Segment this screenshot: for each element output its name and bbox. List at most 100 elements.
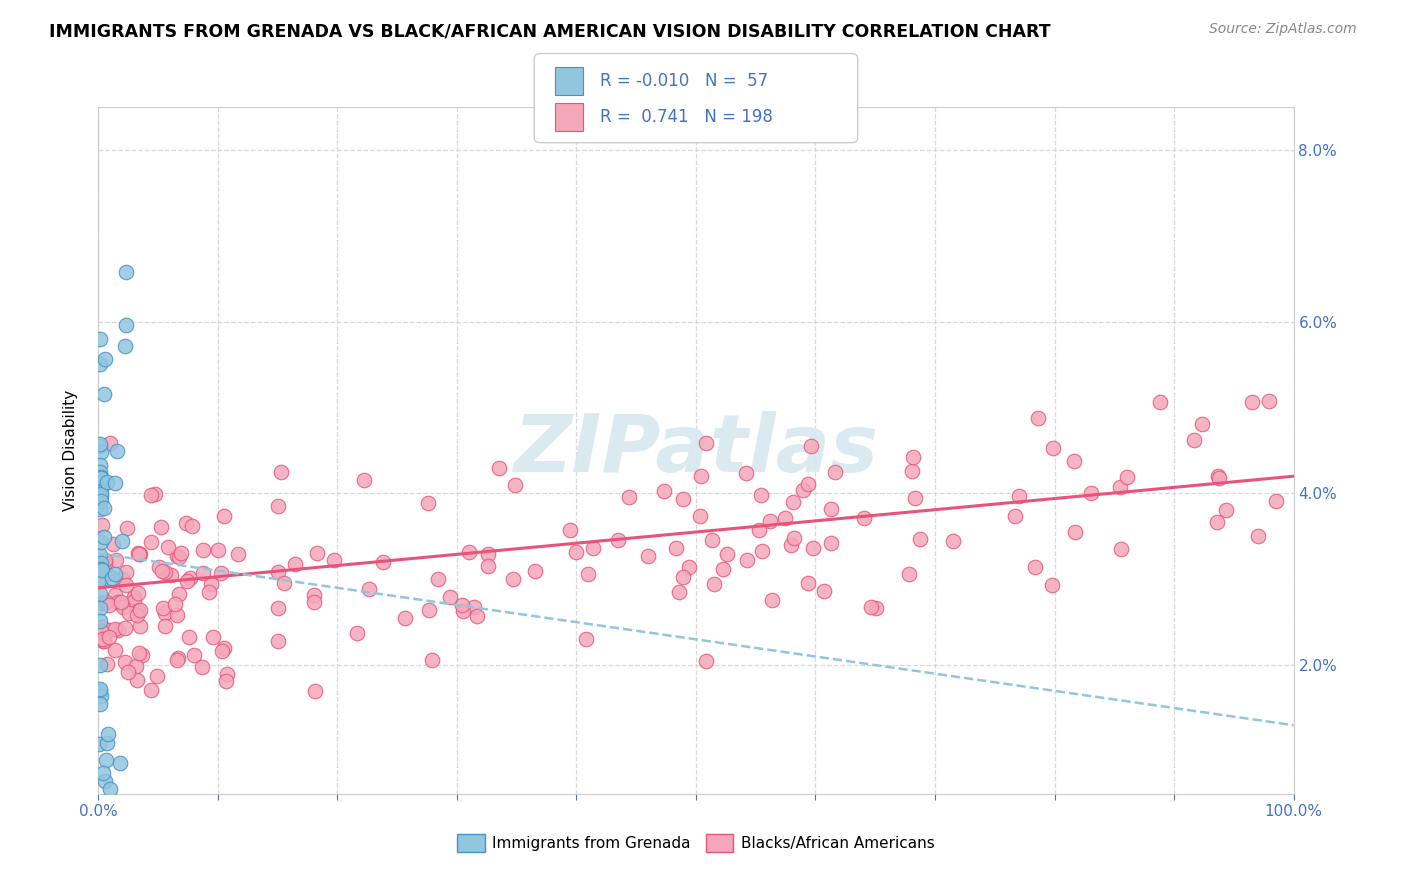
Point <box>111 599 134 614</box>
Point <box>1240 395 1263 409</box>
Point <box>853 510 876 524</box>
Point <box>782 495 804 509</box>
Point <box>458 545 481 559</box>
Point <box>90 534 112 549</box>
Point <box>89 482 111 496</box>
Point <box>451 604 474 618</box>
Point <box>94 753 117 767</box>
Point <box>703 577 725 591</box>
Point <box>214 674 236 689</box>
Point <box>141 488 163 502</box>
Point <box>801 541 824 555</box>
Point <box>422 653 444 667</box>
Point <box>735 466 758 480</box>
Point <box>170 546 193 560</box>
Point <box>267 499 290 513</box>
Point <box>207 542 229 557</box>
Point <box>89 683 111 698</box>
Point <box>90 487 112 501</box>
Point <box>125 658 148 673</box>
Point <box>91 518 114 533</box>
Point <box>824 465 846 479</box>
Point <box>284 557 307 571</box>
Point <box>90 563 112 577</box>
Point <box>759 514 782 528</box>
Point <box>191 543 214 558</box>
Point <box>89 658 111 673</box>
Point <box>89 697 111 711</box>
Point <box>477 558 499 573</box>
Point <box>89 737 111 751</box>
Point <box>128 646 150 660</box>
Point <box>371 555 394 569</box>
Point <box>156 540 179 554</box>
Point <box>150 520 173 534</box>
Point <box>565 544 588 558</box>
Point <box>901 464 924 478</box>
Point <box>908 532 931 546</box>
Point <box>98 436 121 450</box>
Point <box>89 573 111 587</box>
Point <box>1064 525 1087 540</box>
Point <box>98 631 121 645</box>
Point <box>1191 417 1213 431</box>
Point <box>346 626 368 640</box>
Point <box>465 609 488 624</box>
Point <box>146 668 169 682</box>
Point <box>139 535 162 549</box>
Point <box>183 648 205 662</box>
Point <box>108 756 131 771</box>
Point <box>668 584 690 599</box>
Point <box>1042 578 1064 592</box>
Point <box>145 487 167 501</box>
Point <box>1063 454 1085 468</box>
Point <box>131 648 153 662</box>
Point <box>181 519 204 533</box>
Point <box>167 549 190 564</box>
Text: ZIPatlas: ZIPatlas <box>513 411 879 490</box>
Point <box>117 665 139 679</box>
Point <box>89 601 111 615</box>
Point <box>695 436 717 450</box>
Point <box>198 584 221 599</box>
Point <box>91 620 114 634</box>
Point <box>94 773 117 788</box>
Point <box>359 582 381 597</box>
Point <box>1042 441 1064 455</box>
Point <box>105 444 128 458</box>
Point <box>96 736 118 750</box>
Point <box>107 623 129 637</box>
Point <box>903 491 925 505</box>
Point <box>797 576 820 591</box>
Point <box>163 597 186 611</box>
Point <box>148 560 170 574</box>
Point <box>152 601 174 615</box>
Point <box>202 630 225 644</box>
Point <box>89 575 111 590</box>
Point <box>865 601 887 615</box>
Point <box>488 460 510 475</box>
Point <box>450 599 472 613</box>
Point <box>117 606 139 620</box>
Point <box>582 541 605 556</box>
Point <box>607 533 630 547</box>
Point <box>897 567 920 582</box>
Point <box>1257 393 1279 408</box>
Point <box>903 450 925 464</box>
Point <box>792 483 814 497</box>
Point <box>90 562 112 576</box>
Point <box>104 622 127 636</box>
Point <box>122 590 145 604</box>
Point <box>115 565 138 579</box>
Point <box>89 501 111 516</box>
Point <box>150 564 173 578</box>
Point <box>575 632 598 646</box>
Point <box>558 524 581 538</box>
Point <box>1215 503 1237 517</box>
Point <box>672 492 695 507</box>
Point <box>93 501 115 516</box>
Point <box>122 594 145 608</box>
Point <box>1116 470 1139 484</box>
Point <box>89 587 111 601</box>
Point <box>89 548 111 562</box>
